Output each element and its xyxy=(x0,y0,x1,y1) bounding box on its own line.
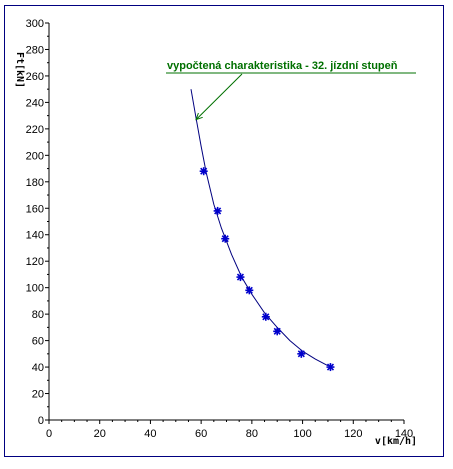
ticks xyxy=(45,22,405,424)
y-tick-label: 260 xyxy=(26,71,44,83)
axes xyxy=(48,23,404,421)
data-point xyxy=(326,363,335,372)
y-tick-label: 240 xyxy=(26,97,44,109)
x-tick-label: 60 xyxy=(195,428,207,440)
y-tick-label: 40 xyxy=(32,362,44,374)
series-points xyxy=(199,167,335,372)
y-tick-label: 60 xyxy=(32,336,44,348)
y-tick-label: 0 xyxy=(38,415,44,427)
annotation-arrowhead xyxy=(195,112,203,121)
y-tick-label: 140 xyxy=(26,230,44,242)
x-tick-label: 140 xyxy=(395,428,413,440)
data-point xyxy=(245,286,254,295)
data-point xyxy=(213,206,222,215)
y-tick-label: 200 xyxy=(26,150,44,162)
data-point xyxy=(273,327,282,336)
data-point xyxy=(221,234,230,243)
annotation-pointer xyxy=(195,73,243,120)
y-tick-label: 180 xyxy=(26,177,44,189)
y-tick-label: 220 xyxy=(26,124,44,136)
y-tick-label: 300 xyxy=(26,18,44,30)
x-tick-label: 0 xyxy=(46,428,52,440)
data-point xyxy=(199,167,208,176)
annotation-label: vypočtená charakteristika - 32. jízdní s… xyxy=(167,60,398,72)
tick-labels: 0 20 40 60 80 100 120 140 0 20 40 60 80 100 120 140 160 1… xyxy=(26,18,414,440)
data-point xyxy=(236,273,245,282)
y-tick-label: 120 xyxy=(26,256,44,268)
x-tick-label: 80 xyxy=(246,428,258,440)
data-point xyxy=(297,349,306,358)
y-tick-label: 100 xyxy=(26,283,44,295)
x-tick-label: 20 xyxy=(94,428,106,440)
y-axis-label: Ft[kN] xyxy=(14,52,25,88)
y-tick-label: 80 xyxy=(32,309,44,321)
series-line xyxy=(190,89,329,367)
y-tick-label: 160 xyxy=(26,203,44,215)
x-axis-label: v[km/h] xyxy=(375,436,417,447)
y-tick-label: 20 xyxy=(32,389,44,401)
chart-frame xyxy=(4,5,444,457)
data-point xyxy=(261,312,270,321)
y-tick-label: 280 xyxy=(26,44,44,56)
x-tick-label: 40 xyxy=(144,428,156,440)
x-tick-label: 120 xyxy=(344,428,362,440)
x-tick-label: 100 xyxy=(293,428,311,440)
